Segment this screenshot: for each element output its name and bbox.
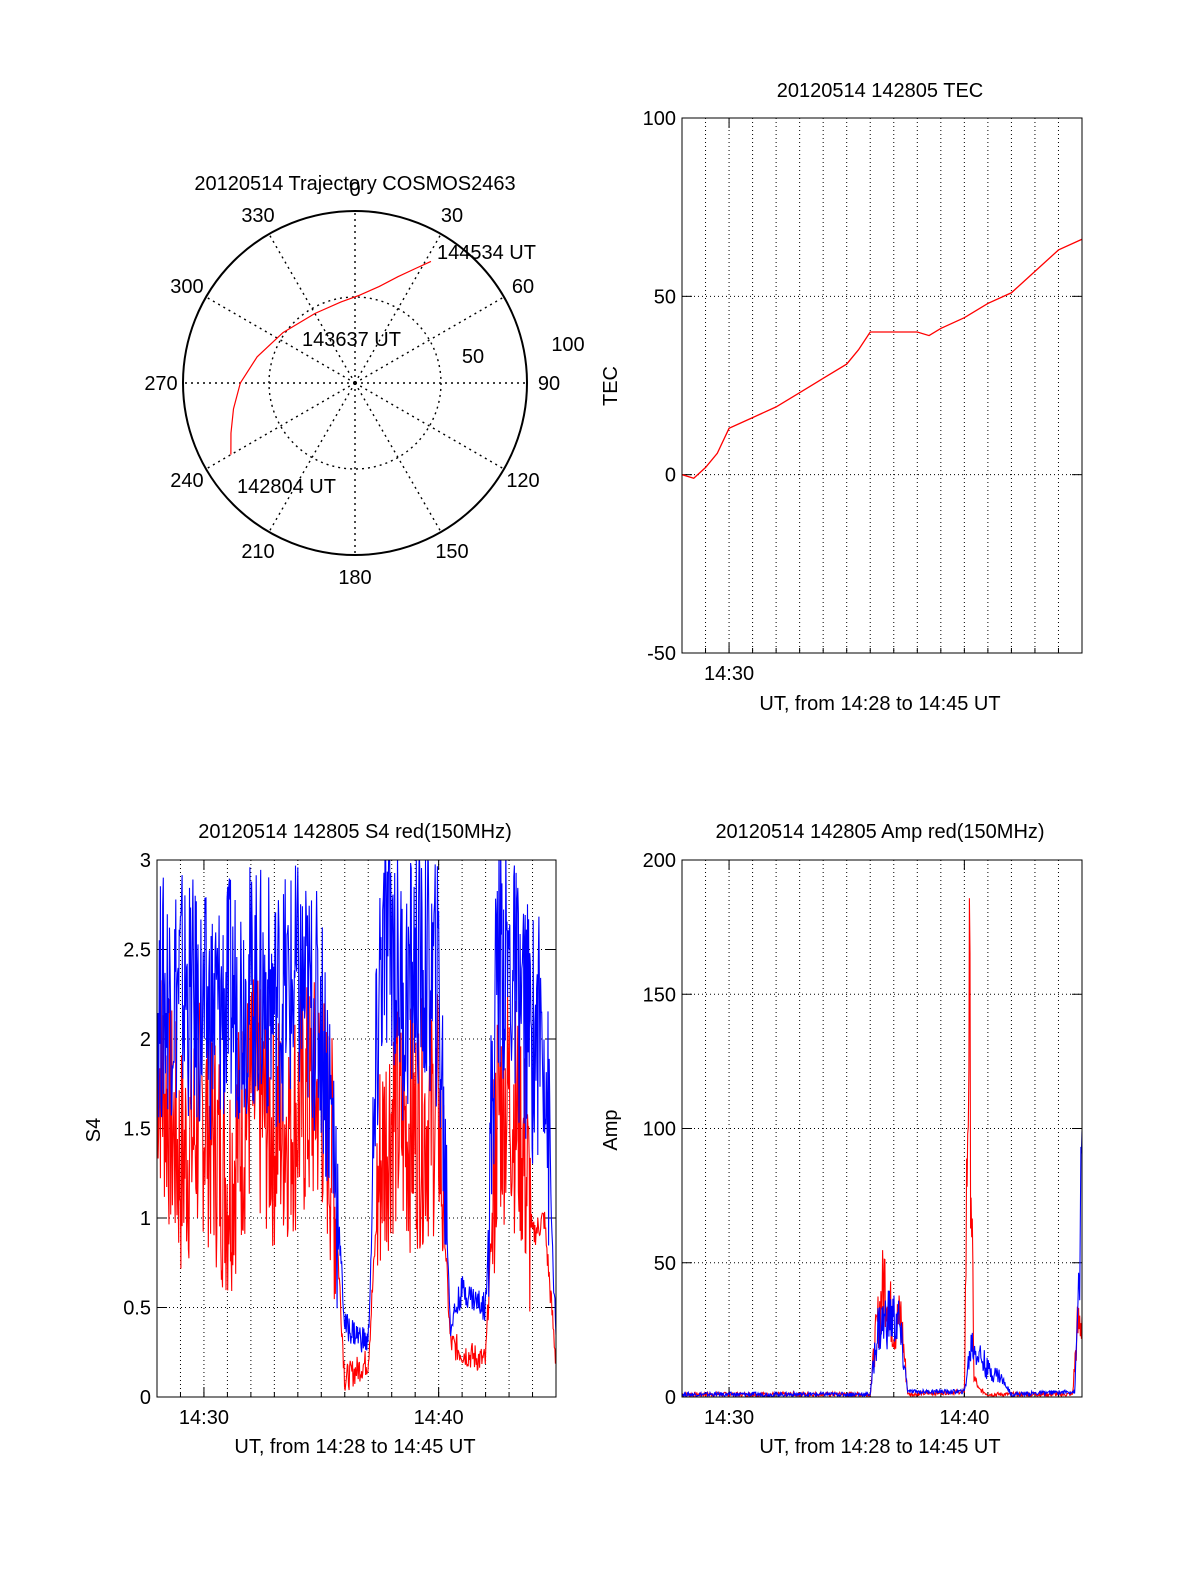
s4-chart-title: 20120514 142805 S4 red(150MHz)	[198, 821, 512, 843]
series-1	[157, 860, 556, 1353]
azimuth-tick-label: 330	[241, 205, 274, 227]
polar-spoke	[268, 382, 356, 533]
y-tick-label: 50	[654, 286, 676, 308]
s4-x-axis-label: UT, from 14:28 to 14:45 UT	[234, 1436, 475, 1458]
azimuth-tick-label: 240	[170, 470, 203, 492]
mid-time-annotation: 143637 UT	[302, 329, 401, 351]
y-tick-label: 0	[140, 1387, 151, 1409]
trajectory-line	[230, 260, 432, 455]
start-time-annotation: 142804 UT	[237, 476, 336, 498]
x-tick-label: 14:30	[179, 1407, 229, 1429]
x-tick-label: 14:30	[704, 663, 754, 685]
azimuth-tick-label: 0	[349, 179, 360, 201]
polar-outer-ring	[182, 210, 528, 556]
plot-frame	[681, 859, 1083, 1398]
azimuth-tick-label: 60	[512, 276, 534, 298]
plot-frame	[681, 117, 1083, 654]
polar-spoke	[354, 233, 442, 384]
series-0	[682, 238, 1082, 479]
y-tick-label: 0	[665, 465, 676, 487]
polar-chart-title: 20120514 Trajectory COSMOS2463	[194, 173, 515, 195]
y-tick-label: 200	[643, 850, 676, 872]
radial-tick-label: 100	[551, 334, 584, 356]
series-line	[682, 1131, 1082, 1397]
azimuth-tick-label: 270	[144, 373, 177, 395]
y-tick-label: 3	[140, 850, 151, 872]
polar-spoke	[268, 233, 356, 384]
tec-chart: 20120514 142805 TEC UT, from 14:28 to 14…	[600, 80, 1083, 715]
y-tick-label: 0	[665, 1387, 676, 1409]
azimuth-tick-label: 150	[435, 541, 468, 563]
polar-spoke	[354, 296, 505, 384]
radial-tick-label: 50	[462, 346, 484, 368]
s4-y-axis-label: S4	[83, 1118, 105, 1142]
azimuth-tick-label: 210	[241, 541, 274, 563]
amp-x-axis-label: UT, from 14:28 to 14:45 UT	[759, 1436, 1000, 1458]
azimuth-tick-label: 120	[506, 470, 539, 492]
polar-spoke	[354, 382, 442, 533]
y-tick-label: 0.5	[123, 1298, 151, 1320]
y-tick-label: 2.5	[123, 940, 151, 962]
tec-chart-title: 20120514 142805 TEC	[777, 80, 983, 102]
polar-spoke	[205, 296, 356, 384]
series-line	[682, 238, 1082, 479]
series-line	[157, 860, 556, 1353]
end-time-annotation: 144534 UT	[437, 242, 536, 264]
azimuth-tick-label: 300	[170, 276, 203, 298]
polar-spoke	[205, 382, 356, 470]
polar-spoke	[354, 382, 505, 470]
y-tick-label: 100	[643, 1119, 676, 1141]
y-tick-label: 1	[140, 1208, 151, 1230]
tec-x-axis-label: UT, from 14:28 to 14:45 UT	[759, 693, 1000, 715]
y-tick-label: 1.5	[123, 1119, 151, 1141]
trajectory-polar-chart: 20120514 Trajectory COSMOS2463 0 30 60 90 12…	[144, 173, 584, 589]
azimuth-tick-label: 30	[441, 205, 463, 227]
tec-y-axis-label: TEC	[600, 366, 622, 406]
y-tick-label: 100	[643, 108, 676, 130]
y-tick-label: -50	[647, 643, 676, 665]
y-tick-label: 2	[140, 1029, 151, 1051]
amp-chart: 20120514 142805 Amp red(150MHz) UT, from…	[600, 821, 1083, 1458]
azimuth-tick-label: 90	[538, 373, 560, 395]
series-1	[682, 1131, 1082, 1397]
x-tick-label: 14:40	[414, 1407, 464, 1429]
s4-chart: 20120514 142805 S4 red(150MHz) UT, from …	[83, 821, 557, 1458]
x-tick-label: 14:40	[939, 1407, 989, 1429]
azimuth-tick-label: 180	[338, 567, 371, 589]
amp-y-axis-label: Amp	[600, 1109, 622, 1150]
y-tick-label: 150	[643, 984, 676, 1006]
x-tick-label: 14:30	[704, 1407, 754, 1429]
plot-frame	[156, 859, 557, 1398]
y-tick-label: 50	[654, 1253, 676, 1275]
amp-chart-title: 20120514 142805 Amp red(150MHz)	[715, 821, 1044, 843]
